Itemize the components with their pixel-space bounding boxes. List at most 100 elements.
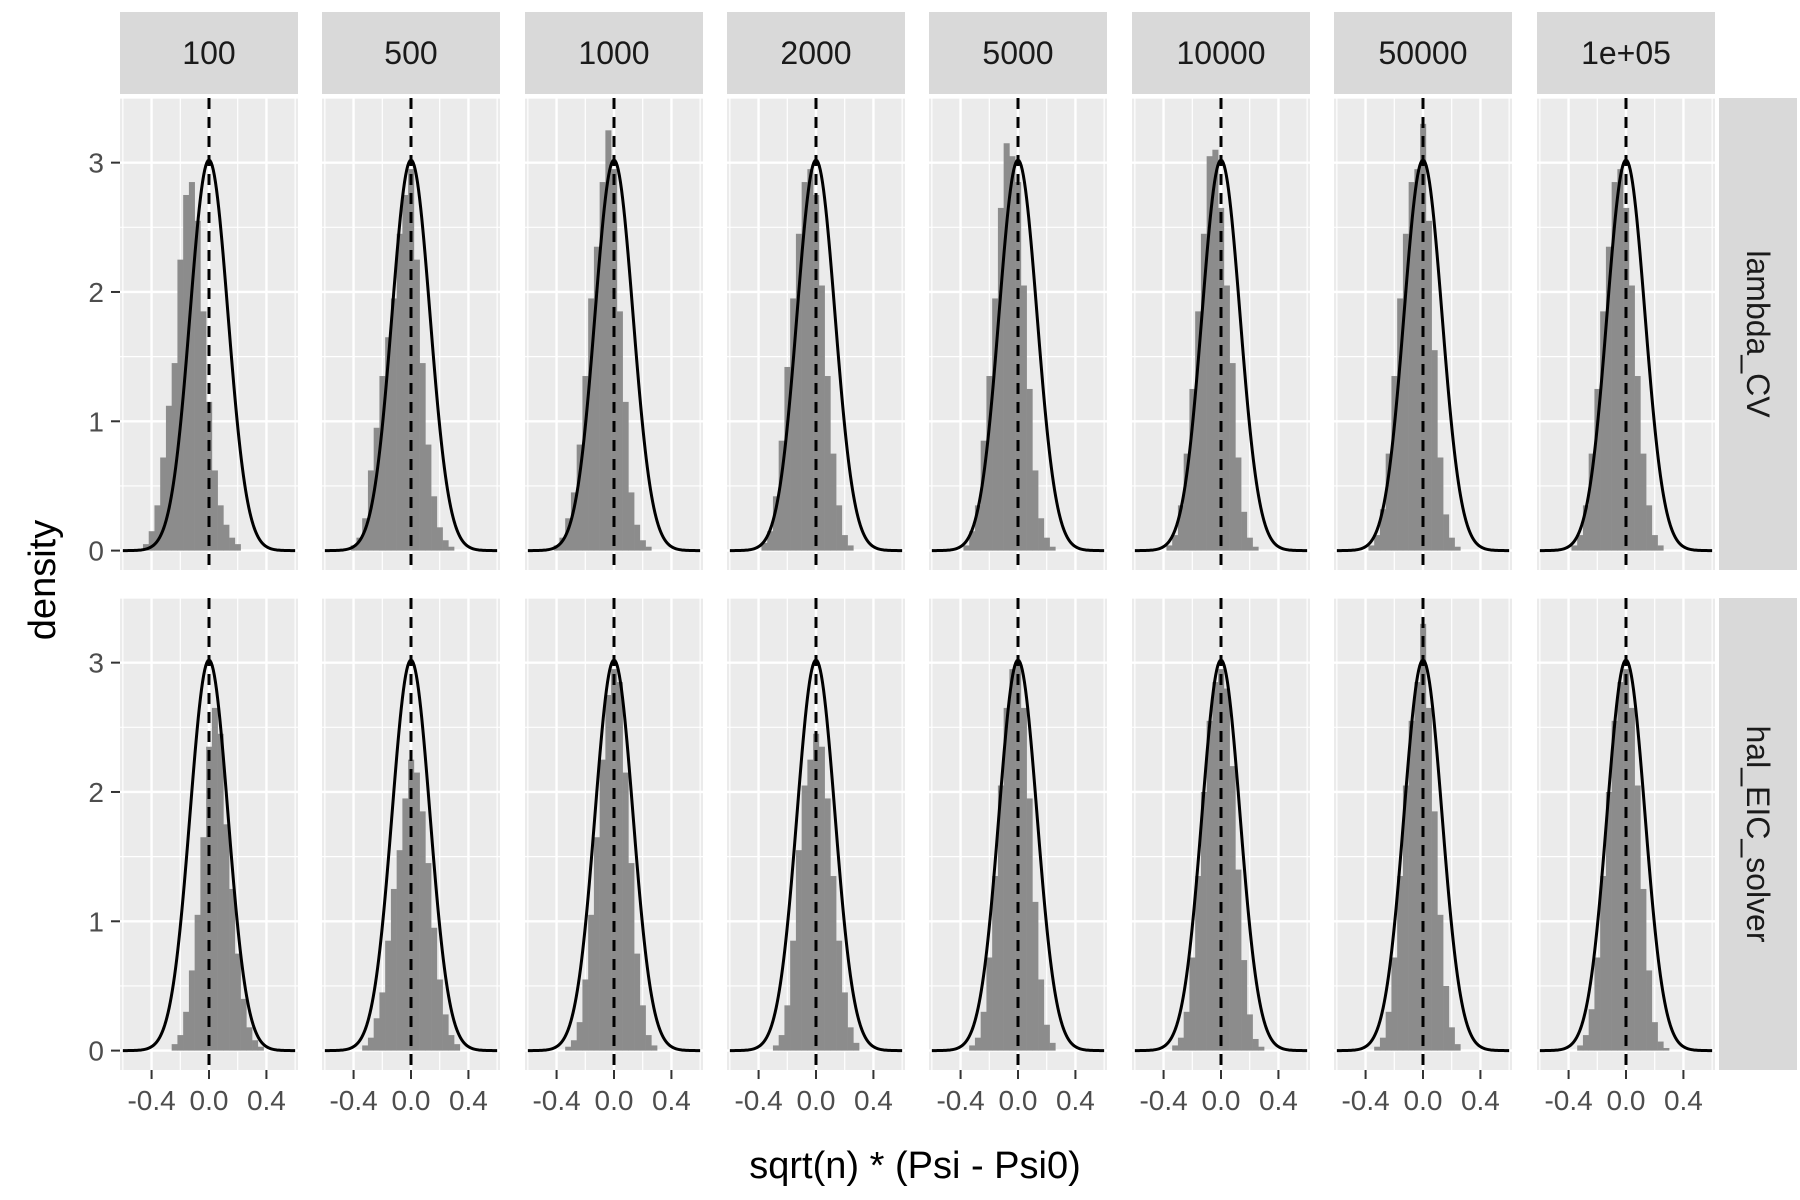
histogram-bar <box>454 1044 461 1051</box>
column-strip <box>1334 12 1512 94</box>
histogram-bar <box>356 537 363 551</box>
histogram-bar <box>1246 537 1253 551</box>
histogram-bar <box>1657 1041 1664 1051</box>
histogram-bar <box>1640 453 1647 551</box>
y-tick-label: 2 <box>88 277 104 308</box>
histogram-bar <box>824 376 831 551</box>
histogram-bar <box>1651 1022 1658 1051</box>
histogram-bar <box>841 535 848 551</box>
histogram-bar <box>1020 707 1027 1051</box>
histogram-bar <box>588 914 595 1051</box>
x-tick-label: 0.4 <box>1259 1085 1298 1116</box>
y-axis-title: density <box>22 520 64 640</box>
x-tick-label: -0.4 <box>936 1085 984 1116</box>
histogram-bar <box>639 540 646 551</box>
histogram-bar <box>234 544 241 551</box>
histogram-bar <box>1200 791 1207 1051</box>
histogram-bar <box>1431 811 1438 1051</box>
histogram-bar <box>419 811 426 1051</box>
histogram-bar <box>1195 876 1202 1051</box>
histogram-bar <box>1634 376 1641 551</box>
histogram-bar <box>183 1011 190 1051</box>
histogram-bar <box>200 837 207 1051</box>
histogram-bar <box>413 772 420 1051</box>
histogram-bar <box>784 1005 791 1051</box>
histogram-bar <box>1049 1042 1056 1051</box>
histogram-bar <box>1425 220 1432 551</box>
histogram-bar <box>362 518 369 551</box>
histogram-bar <box>1611 182 1618 551</box>
histogram-bar <box>246 1027 253 1051</box>
column-strip-label: 500 <box>384 35 437 71</box>
histogram-bar <box>841 992 848 1051</box>
y-tick-label: 3 <box>88 648 104 679</box>
histogram-bar <box>980 1011 987 1051</box>
histogram-bar <box>784 366 791 551</box>
histogram-bar <box>1212 682 1219 1051</box>
histogram-bar <box>1408 182 1415 551</box>
column-strip <box>727 12 905 94</box>
histogram-bar <box>1628 707 1635 1051</box>
facet-panel <box>525 597 703 1070</box>
histogram-bar <box>1218 207 1225 551</box>
histogram-bar <box>1571 545 1578 551</box>
histogram-bar <box>367 1037 374 1051</box>
histogram-bar <box>997 207 1004 551</box>
x-tick-label: -0.4 <box>1139 1085 1187 1116</box>
histogram-bar <box>217 733 224 1051</box>
histogram-bar <box>824 798 831 1051</box>
histogram-bar <box>634 953 641 1051</box>
histogram-bar <box>992 298 999 551</box>
histogram-bar <box>448 546 455 551</box>
histogram-bar <box>570 492 577 551</box>
histogram-bar <box>1437 457 1444 551</box>
histogram-bar <box>223 824 230 1051</box>
histogram-bar <box>576 444 583 551</box>
histogram-bar <box>188 970 195 1051</box>
histogram-bar <box>807 759 814 1051</box>
x-tick-label: -0.4 <box>532 1085 580 1116</box>
histogram-bar <box>761 542 768 551</box>
histogram-bar <box>257 1046 264 1051</box>
column-strip <box>929 12 1107 94</box>
histogram-bar <box>1003 707 1010 1051</box>
histogram-bar <box>373 1018 380 1051</box>
histogram-bar <box>830 876 837 1051</box>
histogram-bar <box>986 376 993 551</box>
histogram-bar <box>818 285 825 551</box>
histogram-bar <box>1009 669 1016 1051</box>
column-strip <box>120 12 298 94</box>
x-tick-label: -0.4 <box>329 1085 377 1116</box>
facet-panel <box>322 97 500 570</box>
histogram-bar <box>402 798 409 1051</box>
x-tick-label: 0.4 <box>652 1085 691 1116</box>
x-tick-label: -0.4 <box>734 1085 782 1116</box>
histogram-bar <box>974 505 981 551</box>
x-tick-label: 0.0 <box>797 1085 836 1116</box>
histogram-bar <box>1015 662 1022 1051</box>
histogram-bar <box>980 440 987 551</box>
histogram-bar <box>1172 1045 1179 1051</box>
histogram-bar <box>570 1040 577 1051</box>
histogram-bar <box>605 130 612 551</box>
histogram-bar <box>442 1014 449 1051</box>
x-tick-label: 0.0 <box>190 1085 229 1116</box>
histogram-bar <box>582 376 589 551</box>
histogram-bar <box>847 1027 854 1051</box>
x-tick-label: 0.0 <box>999 1085 1038 1116</box>
histogram-bar <box>582 979 589 1051</box>
histogram-bar <box>1252 1038 1259 1051</box>
histogram-bar <box>1043 1024 1050 1051</box>
histogram-bar <box>1402 233 1409 551</box>
histogram-bar <box>1628 285 1635 551</box>
histogram-bar <box>1588 1009 1595 1051</box>
histogram-bar <box>969 531 976 551</box>
histogram-bar <box>1166 545 1173 551</box>
histogram-bar <box>1223 688 1230 1051</box>
histogram-bar <box>1374 535 1381 551</box>
histogram-bar <box>373 427 380 551</box>
column-strip-label: 1000 <box>578 35 649 71</box>
facet-panel <box>120 97 298 570</box>
histogram-bar <box>390 888 397 1051</box>
